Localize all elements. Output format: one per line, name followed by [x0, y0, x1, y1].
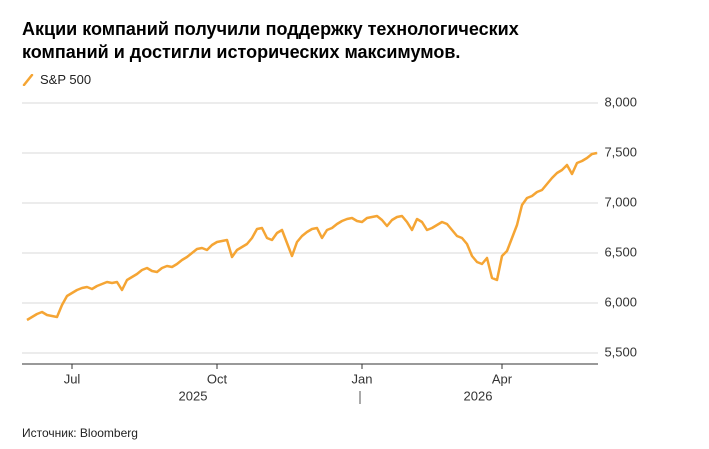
legend-label: S&P 500: [40, 72, 92, 87]
legend: S&P 500: [22, 72, 91, 87]
x-tick-label: Jan: [352, 371, 373, 386]
y-tick-label: 8,000: [604, 94, 637, 109]
x-group-label: 2025: [179, 388, 208, 403]
source: Источник: Bloomberg: [22, 426, 138, 440]
chart-title: Акции компаний получили поддержку технол…: [22, 19, 519, 62]
y-tick-label: 7,000: [604, 194, 637, 209]
x-tick-label: Oct: [207, 371, 228, 386]
legend-swatch: [22, 73, 34, 86]
x-group-label: 2026: [464, 388, 493, 403]
series-line: [26, 151, 598, 322]
y-tick-label: 7,500: [604, 144, 637, 159]
x-tick-label: Jul: [64, 371, 81, 386]
y-tick-label: 5,500: [604, 344, 637, 359]
y-tick-label: 6,000: [604, 294, 637, 309]
y-tick-label: 6,500: [604, 244, 637, 259]
x-tick-label: Apr: [492, 371, 513, 386]
